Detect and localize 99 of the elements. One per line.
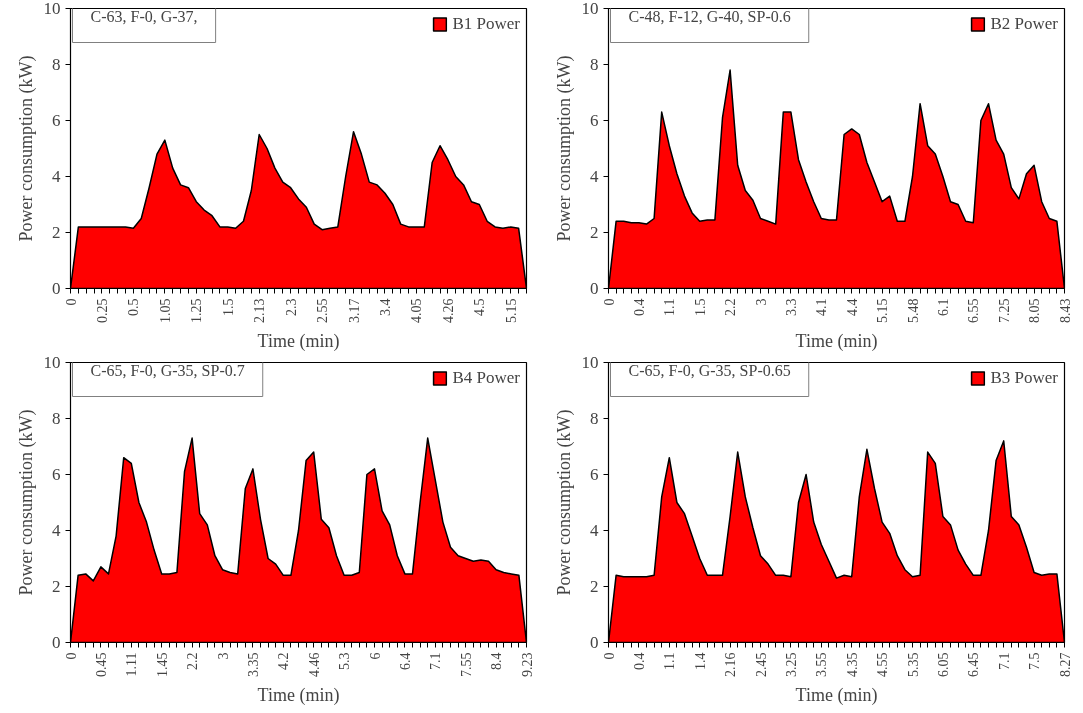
y-axis-title: Power consumption (kW) <box>553 55 575 242</box>
x-tick-label: 4.26 <box>440 298 456 323</box>
annotation: C-63, F-0, G-37, <box>90 7 198 25</box>
x-tick-label: 0 <box>601 652 617 660</box>
x-tick-label: 1.11 <box>124 652 140 677</box>
x-tick-label: 0.4 <box>631 652 647 670</box>
x-tick-label: 7.25 <box>996 298 1012 323</box>
y-tick-label: 4 <box>52 521 61 540</box>
y-axis-title: Power consumption (kW) <box>15 55 37 242</box>
x-tick-label: 6.45 <box>966 652 982 677</box>
x-tick-label: 4.5 <box>472 298 488 316</box>
x-tick-label: 6.05 <box>935 652 951 677</box>
x-tick-label: 4.2 <box>276 652 292 670</box>
x-tick-label: 0 <box>601 298 617 306</box>
x-tick-label: 6.55 <box>966 298 982 323</box>
x-tick-label: 0.45 <box>93 652 109 677</box>
x-tick-label: 8.4 <box>489 652 505 670</box>
x-tick-label: 1.25 <box>189 298 205 323</box>
x-axis-title: Time (min) <box>257 685 340 706</box>
x-axis-title: Time (min) <box>795 331 878 352</box>
x-tick-label: 2.16 <box>723 652 739 677</box>
y-tick-label: 4 <box>590 521 599 540</box>
x-tick-label: 7.1 <box>428 652 444 670</box>
x-tick-label: 3.55 <box>814 652 830 677</box>
y-tick-label: 2 <box>590 577 599 596</box>
x-tick-label: 1.1 <box>662 298 678 316</box>
y-tick-label: 8 <box>52 409 61 428</box>
x-tick-label: 0.4 <box>631 298 647 316</box>
y-tick-label: 10 <box>581 353 599 372</box>
x-tick-label: 6 <box>367 652 383 660</box>
x-tick-label: 2.13 <box>252 298 268 323</box>
x-tick-label: 0.25 <box>94 298 110 323</box>
x-tick-label: 1.4 <box>692 652 708 670</box>
y-tick-label: 10 <box>581 0 599 18</box>
x-tick-label: 3 <box>753 298 769 306</box>
x-tick-label: 5.15 <box>875 298 891 323</box>
x-axis-title: Time (min) <box>257 331 340 352</box>
x-tick-label: 5.48 <box>905 298 921 323</box>
x-tick-label: 1.5 <box>220 298 236 316</box>
x-axis-title: Time (min) <box>795 685 878 706</box>
x-tick-label: 4.1 <box>814 298 830 316</box>
y-tick-label: 2 <box>52 223 61 242</box>
x-tick-label: 0 <box>63 652 79 660</box>
x-tick-label: 2.2 <box>723 298 739 316</box>
x-tick-label: 3 <box>215 652 231 660</box>
x-tick-label: 5.35 <box>905 652 921 677</box>
x-tick-label: 4.35 <box>844 652 860 677</box>
x-tick-label: 3.35 <box>245 652 261 677</box>
y-axis-title: Power consumption (kW) <box>553 409 575 596</box>
y-tick-label: 8 <box>590 409 599 428</box>
x-tick-label: 7.1 <box>996 652 1012 670</box>
legend-label: B4 Power <box>452 368 520 388</box>
x-tick-label: 1.5 <box>692 298 708 316</box>
x-tick-label: 2.55 <box>315 298 331 323</box>
x-tick-label: 9.23 <box>519 652 535 677</box>
x-tick-label: 1.45 <box>154 652 170 677</box>
x-tick-label: 5.3 <box>337 652 353 670</box>
annotation: C-65, F-0, G-35, SP-0.7 <box>90 361 245 379</box>
annotation: C-65, F-0, G-35, SP-0.65 <box>628 361 791 379</box>
y-tick-label: 6 <box>52 111 61 130</box>
y-tick-label: 8 <box>590 55 599 74</box>
y-axis-title: Power consumption (kW) <box>15 409 37 596</box>
y-tick-label: 10 <box>43 0 61 18</box>
x-tick-label: 2.3 <box>283 298 299 316</box>
legend-label: B2 Power <box>990 14 1058 34</box>
y-tick-label: 2 <box>52 577 61 596</box>
x-tick-label: 7.55 <box>458 652 474 677</box>
y-tick-label: 10 <box>43 353 61 372</box>
y-tick-label: 8 <box>52 55 61 74</box>
x-tick-label: 1.05 <box>157 298 173 323</box>
x-tick-label: 3.17 <box>346 298 362 323</box>
legend-label: B3 Power <box>990 368 1058 388</box>
x-tick-label: 7.5 <box>1027 652 1043 670</box>
x-tick-label: 6.1 <box>935 298 951 316</box>
x-tick-label: 8.05 <box>1027 298 1043 323</box>
x-tick-label: 3.4 <box>377 298 393 316</box>
x-tick-label: 3.3 <box>783 298 799 316</box>
x-tick-label: 3.25 <box>783 652 799 677</box>
x-tick-label: 1.1 <box>662 652 678 670</box>
x-tick-label: 0.5 <box>126 298 142 316</box>
x-tick-label: 4.05 <box>409 298 425 323</box>
x-tick-label: 4.55 <box>875 652 891 677</box>
x-tick-label: 2.2 <box>185 652 201 670</box>
y-tick-label: 4 <box>52 167 61 186</box>
x-tick-label: 4.46 <box>306 652 322 677</box>
x-tick-label: 8.27 <box>1057 652 1073 677</box>
x-tick-label: 0 <box>63 298 79 306</box>
y-tick-label: 4 <box>590 167 599 186</box>
x-tick-label: 8.43 <box>1057 298 1073 323</box>
x-tick-label: 2.45 <box>753 652 769 677</box>
legend-label: B1 Power <box>452 14 520 34</box>
annotation: C-48, F-12, G-40, SP-0.6 <box>628 7 791 25</box>
x-tick-label: 5.15 <box>503 298 519 323</box>
y-tick-label: 6 <box>52 465 61 484</box>
y-tick-label: 6 <box>590 111 599 130</box>
y-tick-label: 2 <box>590 223 599 242</box>
x-tick-label: 6.4 <box>397 652 413 670</box>
y-tick-label: 6 <box>590 465 599 484</box>
x-tick-label: 4.4 <box>844 298 860 316</box>
